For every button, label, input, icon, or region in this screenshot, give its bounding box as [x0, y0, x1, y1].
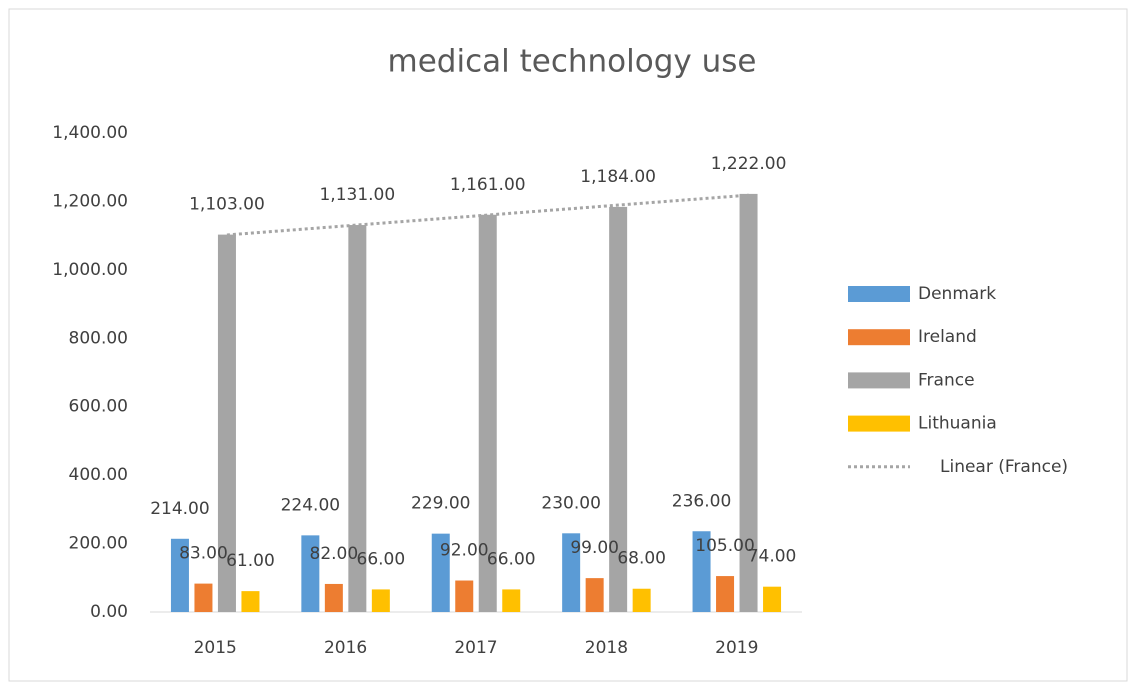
value-label: 61.00 — [226, 551, 275, 571]
value-label: 105.00 — [695, 536, 754, 556]
y-tick-label: 1,200.00 — [52, 191, 128, 211]
value-label: 229.00 — [411, 494, 470, 514]
bar — [716, 576, 735, 612]
bar — [562, 533, 581, 612]
bar — [170, 538, 189, 612]
value-label: 82.00 — [310, 544, 359, 564]
bar — [739, 193, 758, 612]
bar — [194, 583, 213, 612]
bar — [609, 206, 628, 612]
legend-label: Ireland — [918, 327, 977, 347]
value-label: 236.00 — [672, 491, 731, 511]
legend-label: Denmark — [918, 284, 996, 304]
y-tick-label: 800.00 — [69, 328, 128, 348]
bar — [502, 589, 521, 612]
value-label: 230.00 — [541, 493, 600, 513]
value-label: 1,131.00 — [319, 185, 395, 205]
value-label: 83.00 — [179, 544, 228, 564]
legend-label: Linear (France) — [940, 457, 1068, 477]
x-tick-label: 2019 — [715, 638, 758, 658]
bar — [632, 588, 651, 612]
y-tick-label: 400.00 — [69, 465, 128, 485]
bar — [348, 225, 367, 612]
legend-swatch — [848, 329, 910, 346]
value-label: 1,103.00 — [189, 195, 265, 215]
bar — [585, 578, 604, 612]
legend-label: France — [918, 370, 975, 390]
y-tick-label: 600.00 — [69, 397, 128, 417]
y-tick-label: 1,400.00 — [52, 123, 128, 143]
bar — [431, 533, 450, 612]
value-label: 214.00 — [150, 499, 209, 519]
bar — [455, 580, 474, 612]
x-tick-label: 2016 — [324, 638, 367, 658]
bar — [217, 234, 236, 612]
legend-swatch — [848, 415, 910, 432]
bar — [241, 591, 260, 612]
bar — [478, 214, 497, 612]
value-label: 1,184.00 — [580, 167, 656, 187]
bar — [763, 586, 782, 612]
x-tick-label: 2018 — [585, 638, 628, 658]
value-label: 1,161.00 — [450, 175, 526, 195]
bar — [301, 535, 320, 612]
bar — [371, 589, 390, 612]
y-tick-label: 200.00 — [69, 534, 128, 554]
bar — [324, 583, 343, 612]
value-label: 74.00 — [748, 547, 797, 567]
value-label: 224.00 — [281, 495, 340, 515]
value-label: 66.00 — [487, 549, 536, 569]
chart-title: medical technology use — [388, 44, 757, 80]
value-label: 99.00 — [570, 538, 619, 558]
y-tick-label: 1,000.00 — [52, 260, 128, 280]
value-label: 66.00 — [357, 549, 406, 569]
legend-label: Lithuania — [918, 414, 997, 434]
legend-swatch — [848, 286, 910, 302]
value-label: 68.00 — [617, 549, 666, 569]
value-label: 92.00 — [440, 541, 489, 561]
x-tick-label: 2017 — [454, 638, 497, 658]
y-tick-label: 0.00 — [90, 602, 128, 622]
legend-swatch — [848, 372, 910, 389]
bar — [692, 531, 711, 612]
x-tick-label: 2015 — [194, 638, 237, 658]
value-label: 1,222.00 — [711, 154, 787, 174]
